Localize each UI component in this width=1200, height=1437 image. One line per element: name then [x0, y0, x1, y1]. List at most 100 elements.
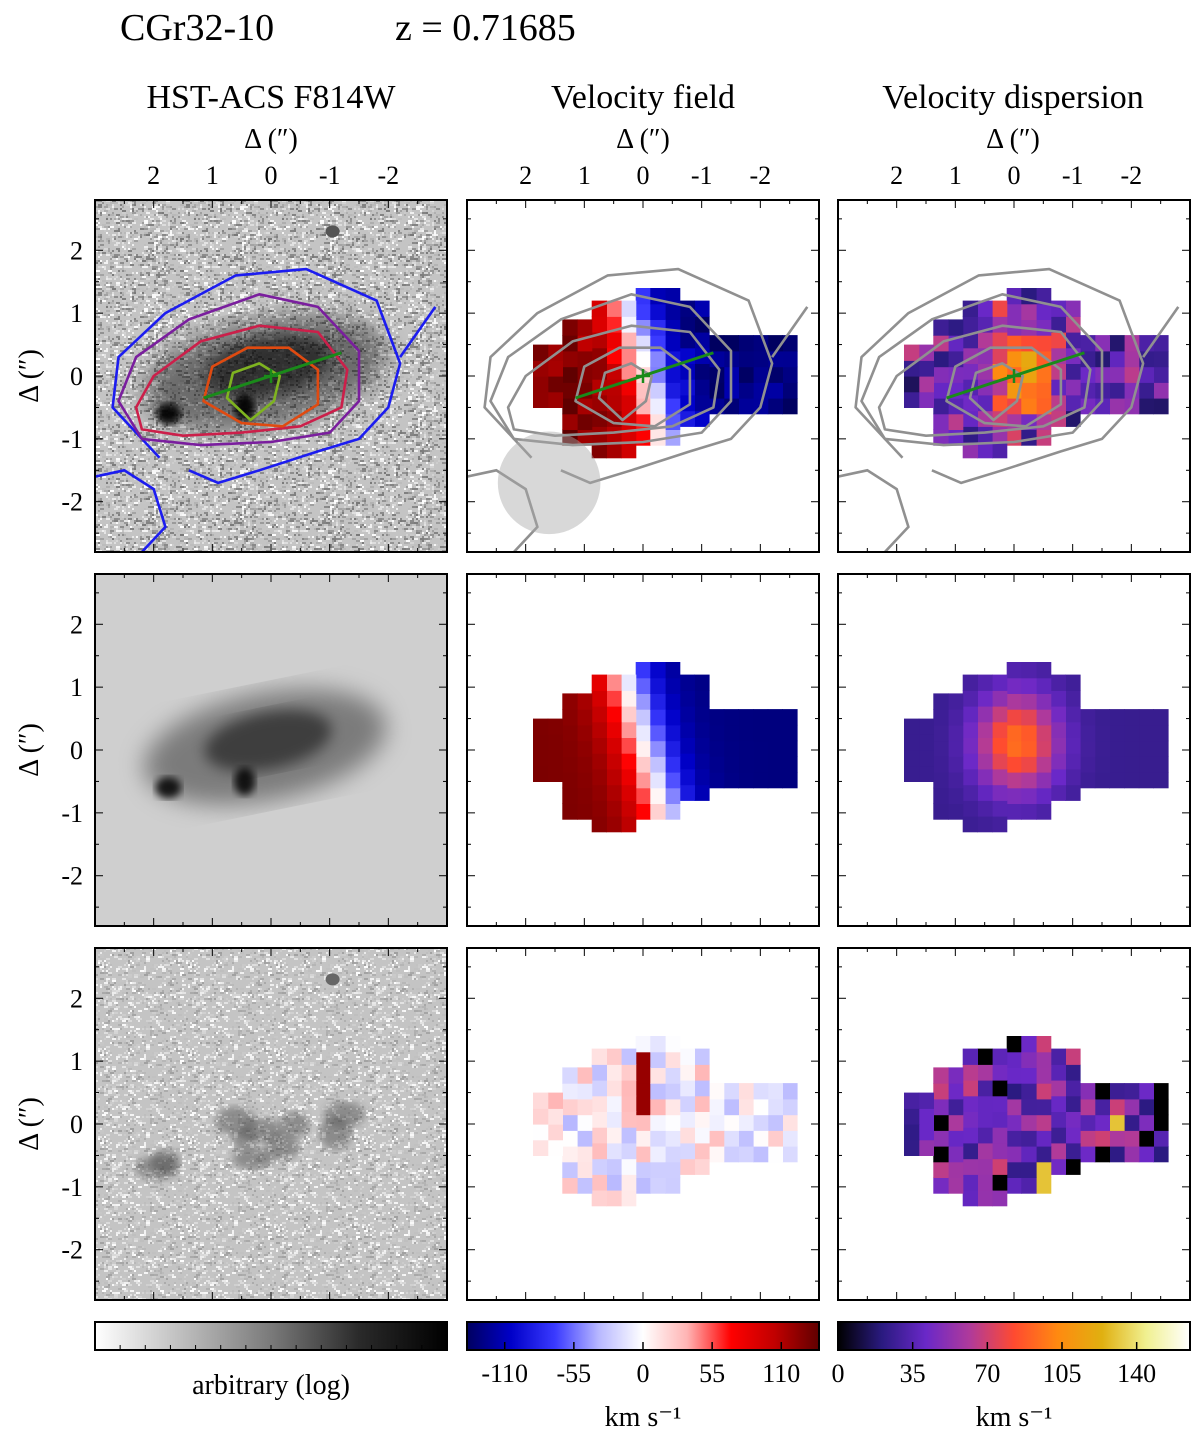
map-cell [606, 674, 622, 691]
map-cell [650, 1130, 666, 1147]
map-cell [992, 784, 1008, 801]
map-cell [1094, 724, 1110, 742]
map-cell [1006, 398, 1022, 415]
map-cell [1006, 756, 1022, 773]
map-cell [782, 756, 798, 773]
map-cell [562, 740, 578, 757]
map-cell [1006, 1177, 1022, 1194]
map-cell [992, 363, 1008, 380]
map-cell [977, 1111, 993, 1128]
map-cell [650, 662, 666, 679]
map-cell [948, 319, 964, 336]
map-cell [723, 772, 739, 789]
column-title-velocity-field: Velocity field [551, 79, 735, 116]
map-cell [904, 734, 920, 751]
top-axis-label-col3: Δ (″) [986, 124, 1040, 155]
map-cell [562, 413, 578, 430]
map-cell [1050, 706, 1066, 723]
map-cell [782, 740, 798, 757]
map-cell [694, 1142, 710, 1160]
map-cell [977, 674, 993, 691]
map-cell [1065, 1095, 1081, 1112]
map-cell [738, 772, 754, 789]
map-cell [665, 382, 681, 399]
map-cell [1094, 772, 1110, 789]
map-cell [1094, 709, 1110, 726]
map-cell [1036, 366, 1052, 383]
map-cell [1153, 382, 1169, 399]
isophote-contour [483, 267, 774, 485]
map-cell [1109, 350, 1125, 368]
map-cell [1021, 1161, 1037, 1178]
map-cell [1080, 398, 1096, 415]
map-cell [606, 442, 622, 459]
residual-feature [135, 1155, 178, 1181]
map-cell [665, 1036, 681, 1053]
isophote-contour [968, 362, 1025, 422]
map-cell [606, 816, 622, 833]
map-cell [1153, 1098, 1169, 1116]
map-cell [694, 737, 710, 754]
map-cell [1021, 709, 1037, 726]
colorbar-tick-label: 105 [1043, 1359, 1082, 1388]
map-cell [1153, 1083, 1169, 1100]
map-cell [753, 366, 769, 383]
map-cell [1050, 737, 1066, 754]
residual-feature [232, 1147, 275, 1170]
map-cell [533, 344, 549, 361]
map-cell [533, 718, 549, 735]
map-cell [1109, 724, 1125, 742]
map-cell [1080, 724, 1096, 742]
isophote-contour [467, 468, 539, 552]
map-cell [606, 784, 622, 801]
isophote-contour [202, 346, 320, 428]
map-cell [665, 1067, 681, 1084]
map-cell [1050, 332, 1066, 349]
x-tick-label: 1 [206, 161, 219, 190]
map-cell [679, 1048, 695, 1065]
map-cell [562, 724, 578, 742]
map-cell [679, 721, 695, 738]
map-cell [1050, 1111, 1066, 1128]
map-cell [1021, 787, 1037, 804]
map-cell [577, 413, 593, 430]
map-cell [1124, 740, 1140, 757]
panel-content [95, 574, 447, 926]
map-cell [577, 787, 593, 804]
map-cell [738, 1098, 754, 1116]
map-cell [933, 803, 949, 820]
map-cell [709, 1146, 725, 1163]
map-cell [782, 1146, 798, 1163]
map-cell [1124, 772, 1140, 789]
map-cell [591, 1080, 607, 1097]
panel-content [838, 574, 1190, 926]
y-tick-label: 1 [70, 1047, 83, 1076]
map-cell [1006, 787, 1022, 804]
map-cell [1065, 1127, 1081, 1144]
map-cell [977, 768, 993, 786]
map-cell [933, 756, 949, 773]
map-cell [1006, 1114, 1022, 1131]
map-cell [591, 674, 607, 691]
map-cell [665, 1051, 681, 1068]
map-cell [679, 784, 695, 801]
map-cell [918, 1092, 934, 1109]
map-cell [723, 1098, 739, 1116]
map-cell [1124, 350, 1140, 368]
map-cell [753, 1130, 769, 1147]
map-cell [918, 1139, 934, 1156]
map-cell [694, 379, 710, 396]
map-cell [606, 768, 622, 786]
map-cell [992, 1158, 1008, 1175]
map-cell [635, 1067, 651, 1084]
map-cell [650, 382, 666, 399]
map-cell [1065, 1080, 1081, 1097]
map-cell [679, 768, 695, 786]
top-axis-label-col2: Δ (″) [616, 124, 670, 155]
map-cell [606, 1158, 622, 1175]
map-cell [621, 737, 637, 754]
y-tick-label: -2 [61, 862, 83, 891]
map-cell [948, 413, 964, 430]
map-cell [709, 724, 725, 742]
map-cell [1050, 1127, 1066, 1144]
